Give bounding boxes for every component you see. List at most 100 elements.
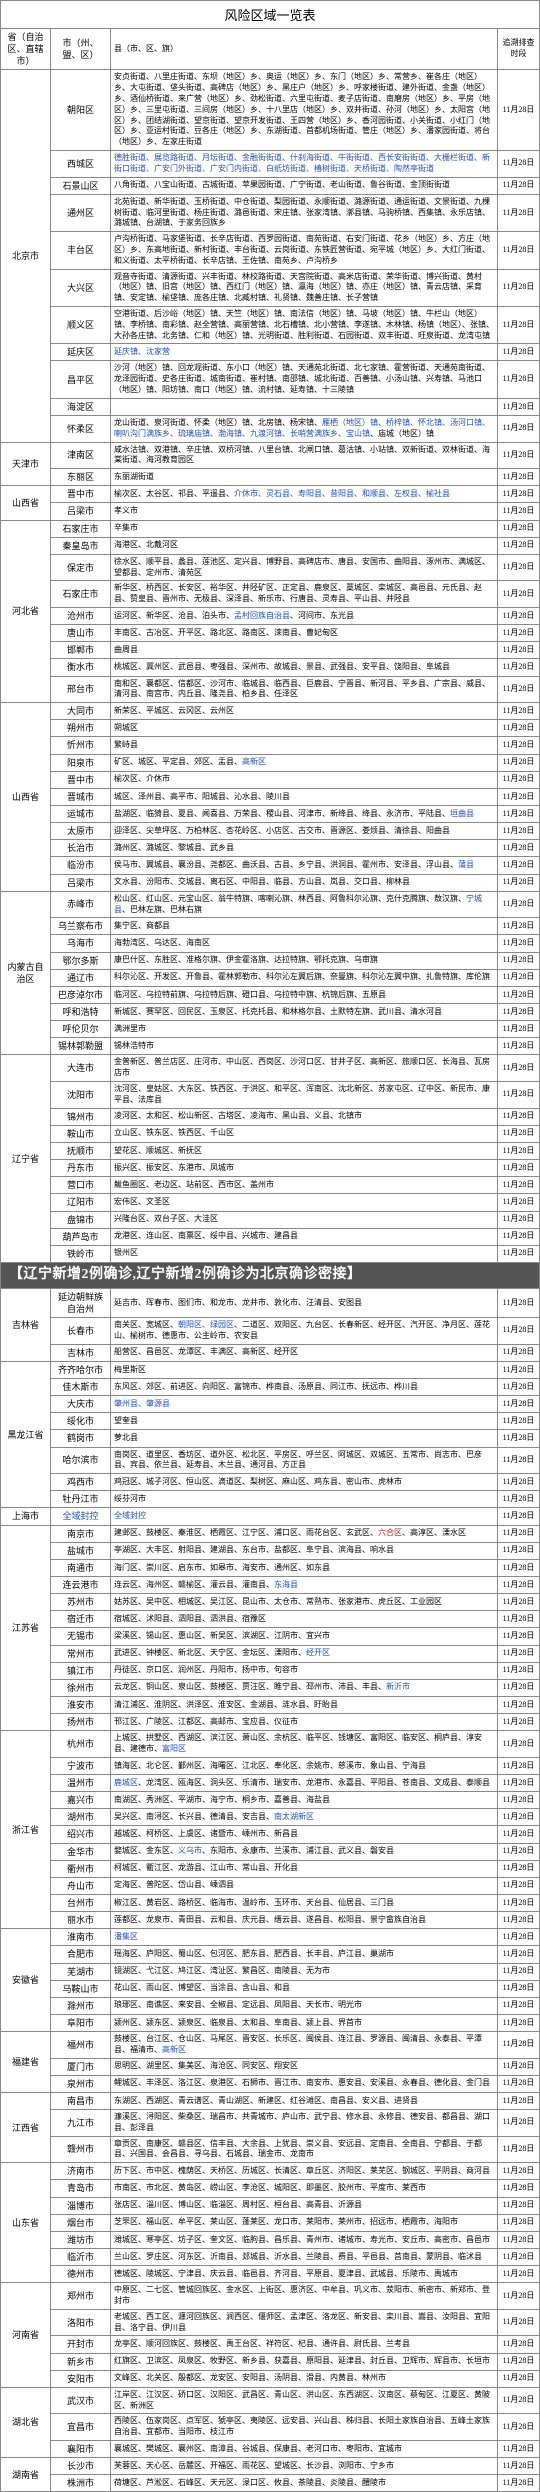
- city-cell: 海淀区: [51, 398, 111, 415]
- county-cell: [111, 398, 498, 415]
- table-row: 天津市津南区咸水沽镇、双港镇、辛庄镇、双桥河镇、八里台镇、北闸口镇、葛沽镇、小站…: [1, 442, 540, 469]
- date-cell: 11月28日: [498, 1228, 540, 1245]
- county-cell: 西陵区、伍家岗区、点军区、猇亭区、夷陵区、远安县、兴山县、秭归县、长阳土家族自治…: [111, 2414, 498, 2441]
- county-cell: 卢沟桥街道、马家堡街道、长辛店街道、西罗园街道、南苑街道、右安门街道、花乡（地区…: [111, 232, 498, 269]
- county-cell: 吴兴区、南浔区、长兴县、德清县、安吉县、南太湖新区: [111, 1809, 498, 1826]
- city-cell: 通辽市: [51, 969, 111, 986]
- date-cell: 11月28日: [498, 554, 540, 581]
- city-cell: 丰台区: [51, 232, 111, 269]
- county-cell: 科尔沁区、开发区、开鲁县、霍林郭勒市、科尔沁左翼后旗、奈曼旗、科尔沁左翼中旗、扎…: [111, 969, 498, 986]
- table-row: 内蒙古自治区赤峰市松山区、红山区、元宝山区、翁牛特旗、喀喇沁旗、林西县、阿鲁科尔…: [1, 891, 540, 918]
- city-cell: 运城市: [51, 806, 111, 823]
- date-cell: 11月28日: [498, 2231, 540, 2248]
- date-cell: 11月28日: [498, 1378, 540, 1395]
- date-cell: 11月28日: [498, 703, 540, 720]
- county-cell: 东丽湖街道: [111, 469, 498, 486]
- city-cell: 锦州市: [51, 1108, 111, 1125]
- header-county: 县（市、区、旗）: [111, 29, 498, 70]
- table-row: 无锡市梁溪区、锡山区、惠山区、新吴区、滨湖区、江阴市、宜兴市11月28日: [1, 1628, 540, 1645]
- date-cell: 11月28日: [498, 1826, 540, 1843]
- city-cell: 厦门市: [51, 2058, 111, 2075]
- table-row: 新乡市红旗区、卫滨区、凤泉区、牧野区、新乡县、获嘉县、原阳县、延津县、封丘县、卫…: [1, 2353, 540, 2370]
- city-cell: 嘉兴市: [51, 1792, 111, 1809]
- date-cell: 11月28日: [498, 986, 540, 1003]
- county-cell: 榆次区、介休市: [111, 771, 498, 788]
- city-cell: 延庆区: [51, 344, 111, 361]
- city-cell: 大连市: [51, 1055, 111, 1082]
- city-cell: 舟山市: [51, 1877, 111, 1894]
- header-date: 追溯排查时段: [498, 29, 540, 70]
- county-cell: 兰山区、罗庄区、河东区、沂南县、郯城县、沂水县、兰陵县、费县、平邑县、莒南县、蒙…: [111, 2248, 498, 2265]
- date-cell: 11月28日: [498, 2370, 540, 2387]
- city-cell: 长沙市: [51, 2458, 111, 2475]
- county-cell: 沈河区、皇姑区、大东区、铁西区、于洪区、和平区、浑南区、沈北新区、苏家屯区、辽中…: [111, 1082, 498, 1109]
- city-cell: 青岛市: [51, 2180, 111, 2197]
- date-cell: 11月28日: [498, 625, 540, 642]
- table-row: 淄博市张店区、淄川区、博山区、临淄区、周村区、桓台县、高青县、沂源县11月28日: [1, 2197, 540, 2214]
- city-cell: 镇江市: [51, 1662, 111, 1679]
- province-cell: 福建省: [1, 2032, 51, 2093]
- county-cell: 荷塘区、芦淞区、石峰区、天元区、渌口区、攸县、茶陵县、炎陵县、醴陵市: [111, 2475, 498, 2492]
- province-cell: 湖南省: [1, 2458, 51, 2492]
- table-row: 山东省济南市历下区、市中区、槐荫区、天桥区、历城区、长清区、章丘区、济阳区、莱芜…: [1, 2163, 540, 2180]
- province-cell: 内蒙古自治区: [1, 891, 51, 1055]
- date-cell: 11月28日: [498, 1447, 540, 1474]
- county-cell: 江岸区、江汉区、硚口区、汉阳区、武昌区、青山区、洪山区、东西湖区、汉南区、蔡甸区…: [111, 2387, 498, 2414]
- county-cell: 武进区、钟楼区、新北区、天宁区、金坛区、溧阳市、经开区: [111, 1645, 498, 1662]
- county-cell: 文峰区、北关区、殷都区、龙安区、安阳县、汤阴县、滑县、内黄县、林州市: [111, 2370, 498, 2387]
- date-cell: 11月28日: [498, 1912, 540, 1929]
- table-row: 宁波市镇海区、北仑区、鄞州区、海曙区、江北区、奉化区、余姚市、慈溪市、象山县、宁…: [1, 1757, 540, 1774]
- table-row: 忻州市繁峙县11月28日: [1, 737, 540, 754]
- city-cell: 株洲市: [51, 2475, 111, 2492]
- county-cell: 柯城区、衢江区、龙游县、江山市、常山县、开化县: [111, 1860, 498, 1877]
- county-cell: 海勃湾区、乌达区、海南区: [111, 935, 498, 952]
- city-cell: 全域封控: [51, 1508, 111, 1525]
- city-cell: 牡丹江市: [51, 1491, 111, 1508]
- county-cell: 老城区、西工区、瀍河回族区、涧西区、偃师区、孟津区、洛龙区、新安县、栾川县、嵩县…: [111, 2309, 498, 2336]
- table-row: 开封市龙亭区、顺河回族区、鼓楼区、禹王台区、祥符区、杞县、通许县、尉氏县、兰考县…: [1, 2336, 540, 2353]
- county-cell: 龙港区、连山区、南票区、绥中县、兴城市、建昌县: [111, 1228, 498, 1245]
- city-cell: 晋中市: [51, 771, 111, 788]
- city-cell: 阜阳市: [51, 2014, 111, 2031]
- table-row: 安阳市文峰区、北关区、殷都区、龙安区、安阳县、汤阴县、滑县、内黄县、林州市11月…: [1, 2370, 540, 2387]
- date-cell: 11月28日: [498, 1576, 540, 1593]
- city-cell: 沈阳市: [51, 1082, 111, 1109]
- date-cell: 11月28日: [498, 1611, 540, 1628]
- table-row: 徐州市云龙区、铜山区、泉山区、鼓楼区、贾汪区、睢宁县、邳州市、沛县、丰县、新沂市…: [1, 1679, 540, 1696]
- table-row: 昌平区沙河（地区）镇、回龙观街道、东小口（地区）镇、天通苑北街道、北七家镇、霍营…: [1, 361, 540, 398]
- date-cell: 11月28日: [498, 2014, 540, 2031]
- city-cell: 宁波市: [51, 1757, 111, 1774]
- date-cell: 11月28日: [498, 1645, 540, 1662]
- county-cell: 潞州区、潞城区、黎城县、武乡县: [111, 840, 498, 857]
- date-cell: 11月28日: [498, 642, 540, 659]
- table-row: 西城区德胜街道、展览路街道、月坛街道、金融街街道、什刹海街道、牛街街道、西长安街…: [1, 151, 540, 178]
- date-cell: 11月28日: [498, 2075, 540, 2092]
- date-cell: 11月28日: [498, 151, 540, 178]
- city-cell: 西城区: [51, 151, 111, 178]
- city-cell: 安阳市: [51, 2370, 111, 2387]
- county-cell: 城区、泽州县、高平市、阳城县、沁水县、陵川县: [111, 788, 498, 805]
- county-cell: 望奎县: [111, 1413, 498, 1430]
- county-cell: 东风区、郊区、前进区、向阳区、富锦市、桦南县、汤原县、同江市、抚远市、桦川县: [111, 1378, 498, 1395]
- date-cell: 11月28日: [498, 1055, 540, 1082]
- date-cell: 11月28日: [498, 1288, 540, 1317]
- city-cell: 杭州市: [51, 1731, 111, 1758]
- date-cell: 11月28日: [498, 788, 540, 805]
- county-cell: 空港街道、后沙峪（地区）镇、天竺（地区）镇、南法信（地区）镇、马坡（地区）镇、牛…: [111, 306, 498, 343]
- date-cell: 11月28日: [498, 2180, 540, 2197]
- county-cell: 繁峙县: [111, 737, 498, 754]
- city-cell: 鄂尔多斯: [51, 952, 111, 969]
- header-province: 省（自治区、直辖市）: [1, 29, 51, 70]
- city-cell: 盐城市: [51, 1542, 111, 1559]
- date-cell: 11月28日: [498, 177, 540, 194]
- city-cell: 衡水市: [51, 659, 111, 676]
- table-row: 临汾市侯马市、翼城县、襄汾县、尧都区、曲沃县、古县、乡宁县、洪洞县、霍州市、安泽…: [1, 857, 540, 874]
- city-cell: 泉州市: [51, 2075, 111, 2092]
- date-cell: 11月28日: [498, 1211, 540, 1228]
- county-cell: 望花区、顺城区、新抚区: [111, 1142, 498, 1159]
- city-cell: 淮安市: [51, 1696, 111, 1713]
- table-row: 牡丹江市绥芬河市11月28日: [1, 1491, 540, 1508]
- date-cell: 11月28日: [498, 1946, 540, 1963]
- table-row: 黑龙江省齐齐哈尔市梅里斯区11月28日: [1, 1361, 540, 1378]
- table-row: 宿迁市宿城区、沭阳县、泗阳县、泗洪县、宿豫区11月28日: [1, 1611, 540, 1628]
